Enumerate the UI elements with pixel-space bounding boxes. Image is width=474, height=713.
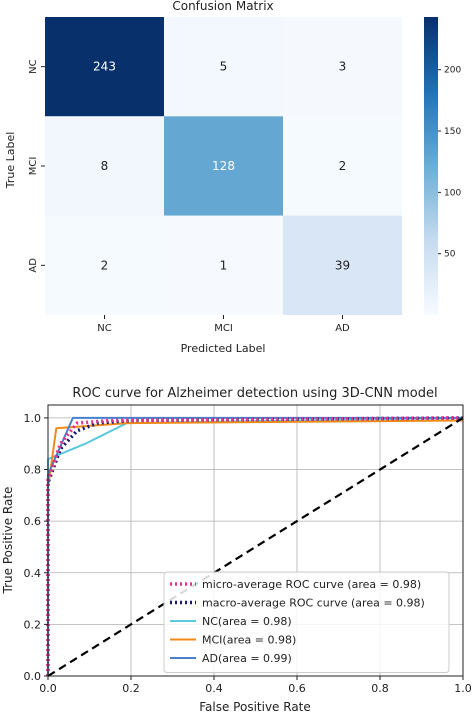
cm-colorbar-tick-label: 100	[444, 188, 461, 198]
roc-ylabel: True Positive Rate	[1, 487, 15, 595]
roc-xlabel: False Positive Rate	[199, 700, 311, 713]
roc-legend-label: AD(area = 0.99)	[202, 652, 292, 665]
cm-cell-value: 1	[220, 258, 228, 272]
cm-xtick-label: MCI	[214, 323, 233, 334]
cm-ytick-label: MCI	[28, 157, 39, 176]
cm-ylabel: True Label	[4, 132, 17, 190]
roc-ytick-label: 0.8	[24, 464, 42, 477]
cm-cell	[45, 116, 164, 216]
cm-cell	[283, 215, 402, 315]
cm-colorbar-tick-label: 150	[444, 127, 461, 137]
roc-chance-line	[47, 416, 464, 677]
roc-legend-label: micro-average ROC curve (area = 0.98)	[202, 578, 421, 591]
roc-title: ROC curve for Alzheimer detection using …	[72, 386, 437, 401]
roc-ytick-label: 1.0	[24, 412, 42, 425]
roc-legend-box	[163, 571, 450, 673]
roc-chart: ROC curve for Alzheimer detection using …	[1, 386, 472, 713]
roc-ytick-label: 0.4	[24, 567, 42, 580]
cm-ytick-label: AD	[28, 258, 39, 273]
roc-frame	[47, 404, 464, 677]
cm-xtick-label: AD	[335, 323, 350, 334]
cm-ticks: NC MCI AD NC MCI AD	[28, 59, 350, 334]
roc-xtick-label: 0.6	[288, 682, 306, 695]
roc-ytick-label: 0.2	[24, 618, 42, 631]
roc-legend: micro-average ROC curve (area = 0.98) mac…	[163, 571, 450, 673]
roc-legend-label: MCI(area = 0.98)	[202, 634, 296, 647]
roc-xtick-label: 0.2	[122, 682, 140, 695]
roc-xtick-label: 0.8	[371, 682, 389, 695]
cm-colorbar-tick-label: 50	[444, 250, 456, 260]
cm-cell	[45, 215, 164, 315]
cm-cell	[283, 17, 402, 117]
cm-xlabel: Predicted Label	[181, 342, 266, 355]
cm-cell-value: 2	[101, 258, 109, 272]
roc-ytick-label: 0.0	[24, 670, 42, 683]
cm-cell-value: 128	[212, 159, 235, 173]
cm-colorbar-ticks: 50 100 150 200	[438, 66, 461, 260]
cm-cells: 243 5 3 8 128 2 2 1 39	[45, 17, 402, 315]
cm-cell-value: 3	[339, 60, 347, 74]
roc-legend-label: NC(area = 0.98)	[202, 615, 292, 628]
roc-ytick-label: 0.6	[24, 515, 42, 528]
cm-cell-value: 2	[339, 159, 347, 173]
cm-cell	[283, 116, 402, 216]
roc-xtick-label: 1.0	[454, 682, 472, 695]
roc-ticks: 0.0 0.2 0.4 0.6 0.8 1.0 0.0 0.2 0.4 0.6 0.8 1.0	[24, 412, 472, 695]
cm-cell-value: 39	[335, 258, 350, 272]
cm-cell	[164, 215, 283, 315]
cm-cell-value: 243	[93, 60, 116, 74]
cm-cell-value: 5	[220, 60, 228, 74]
cm-cell-value: 8	[101, 159, 109, 173]
cm-ytick-label: NC	[28, 59, 39, 73]
cm-title: Confusion Matrix	[172, 0, 273, 13]
cm-xtick-label: NC	[97, 323, 111, 334]
roc-legend-label: macro-average ROC curve (area = 0.98)	[202, 597, 425, 610]
cm-cell	[164, 116, 283, 216]
cm-cell	[45, 17, 164, 117]
cm-colorbar-tick-label: 200	[444, 66, 461, 76]
confusion-matrix-chart: Confusion Matrix 243 5 38 128 22 1 39 NC MCI ADN…	[4, 0, 461, 355]
cm-cell	[164, 17, 283, 117]
roc-xtick-label: 0.4	[205, 682, 223, 695]
cm-colorbar	[424, 17, 438, 315]
roc-xtick-label: 0.0	[39, 682, 57, 695]
